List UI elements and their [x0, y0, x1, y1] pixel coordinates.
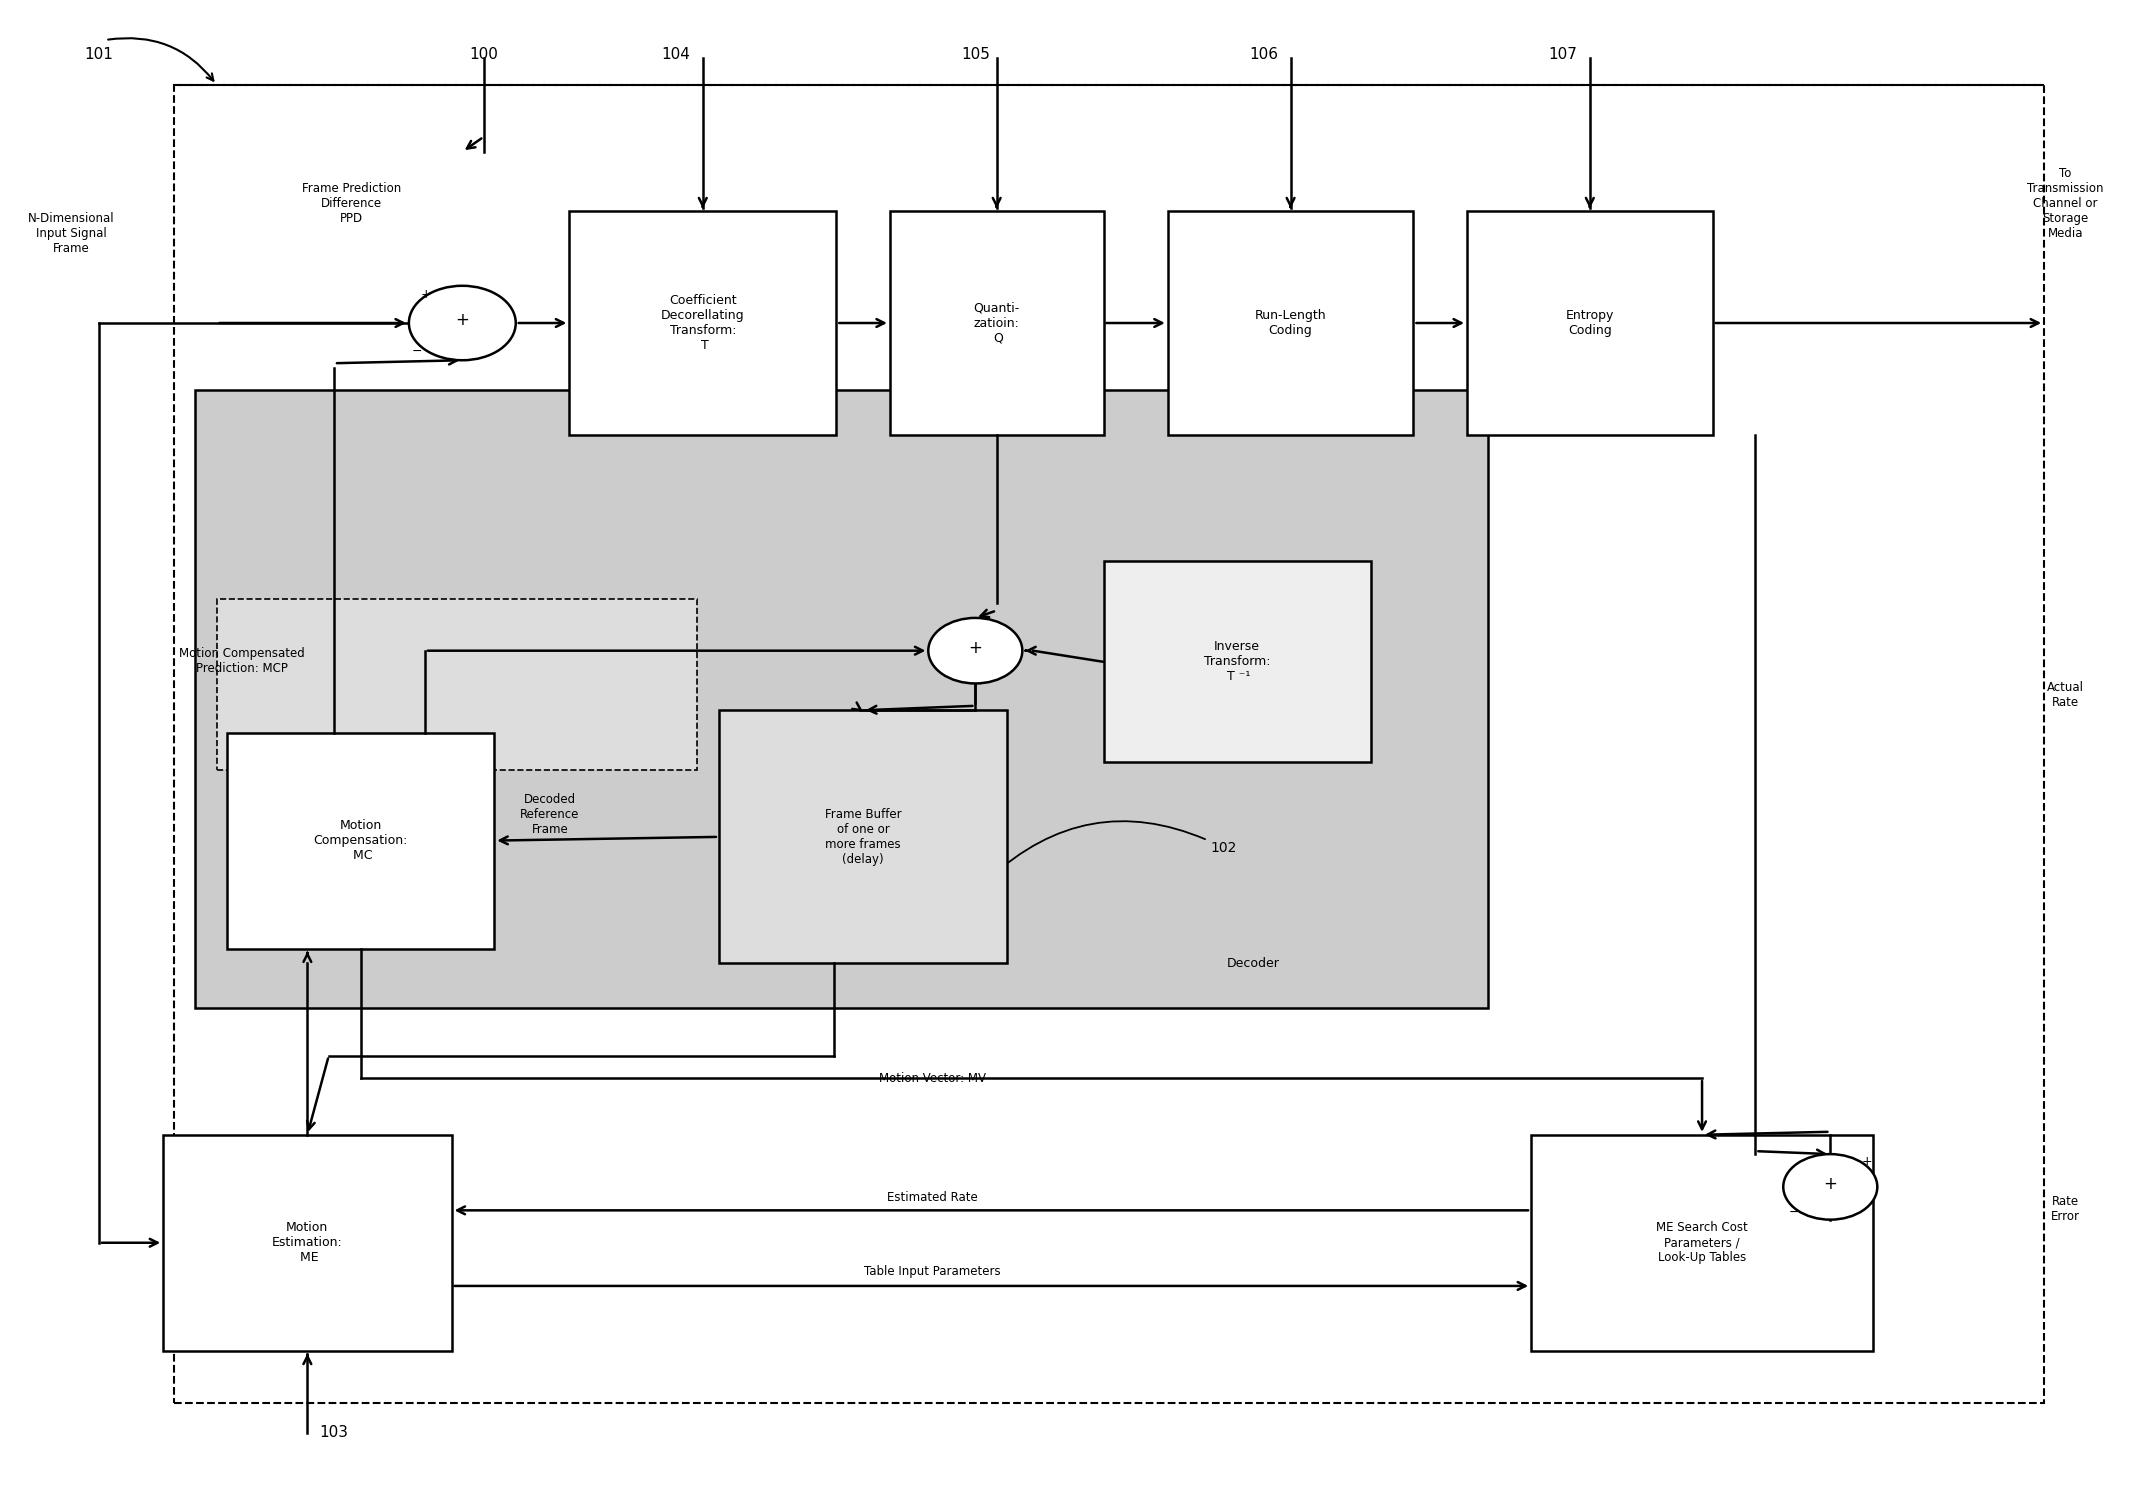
FancyBboxPatch shape [195, 390, 1487, 1008]
Text: Frame Prediction
Difference
PPD: Frame Prediction Difference PPD [302, 182, 401, 226]
Circle shape [928, 617, 1022, 683]
Text: Quanti-
zatioin:
 Q: Quanti- zatioin: Q [973, 302, 1020, 344]
Text: Table Input Parameters: Table Input Parameters [864, 1265, 1001, 1278]
Text: 100: 100 [469, 48, 497, 63]
Text: Estimated Rate: Estimated Rate [887, 1192, 977, 1203]
Circle shape [1783, 1154, 1877, 1220]
Text: +: + [420, 289, 431, 300]
Text: Motion Vector: MV: Motion Vector: MV [879, 1072, 986, 1085]
Text: Rate
Error: Rate Error [2051, 1195, 2081, 1223]
FancyBboxPatch shape [718, 710, 1007, 963]
Text: Motion
Compensation:
 MC: Motion Compensation: MC [313, 819, 407, 863]
Text: 102: 102 [990, 821, 1237, 878]
Text: 105: 105 [960, 48, 990, 63]
Text: +: + [456, 311, 469, 329]
FancyBboxPatch shape [570, 211, 836, 435]
Text: ME Search Cost
Parameters /
Look-Up Tables: ME Search Cost Parameters / Look-Up Tabl… [1657, 1221, 1749, 1265]
Text: Entropy
Coding: Entropy Coding [1567, 309, 1614, 336]
FancyBboxPatch shape [1168, 211, 1414, 435]
Text: 104: 104 [662, 48, 690, 63]
FancyBboxPatch shape [1530, 1135, 1873, 1350]
Text: 107: 107 [1549, 48, 1577, 63]
Text: Actual
Rate: Actual Rate [2047, 682, 2083, 709]
Text: Decoder: Decoder [1226, 957, 1279, 970]
Text: +: + [1862, 1156, 1873, 1168]
Text: −: − [1789, 1205, 1800, 1218]
Circle shape [409, 286, 516, 360]
Text: Decoded
Reference
Frame: Decoded Reference Frame [521, 792, 579, 836]
Text: Inverse
Transform:
 T ⁻¹: Inverse Transform: T ⁻¹ [1204, 640, 1271, 683]
FancyBboxPatch shape [889, 211, 1104, 435]
FancyBboxPatch shape [216, 598, 696, 770]
FancyBboxPatch shape [163, 1135, 452, 1350]
Text: Coefficient
Decorellating
Transform:
 T: Coefficient Decorellating Transform: T [660, 295, 744, 351]
Text: Motion Compensated
Prediction: MCP: Motion Compensated Prediction: MCP [180, 647, 304, 676]
Text: −: − [411, 345, 422, 357]
FancyBboxPatch shape [174, 85, 2044, 1402]
FancyBboxPatch shape [1468, 211, 1712, 435]
Text: +: + [1824, 1175, 1837, 1193]
Text: 101: 101 [84, 48, 114, 63]
Text: +: + [969, 638, 981, 656]
Text: 103: 103 [319, 1425, 349, 1440]
Text: To
Transmission
Channel or
Storage
Media: To Transmission Channel or Storage Media [2027, 167, 2104, 241]
Text: Frame Buffer
of one or
more frames
(delay): Frame Buffer of one or more frames (dela… [825, 807, 902, 866]
Text: N-Dimensional
Input Signal
Frame: N-Dimensional Input Signal Frame [28, 212, 114, 256]
Text: 106: 106 [1249, 48, 1279, 63]
FancyBboxPatch shape [1104, 561, 1372, 762]
FancyBboxPatch shape [227, 733, 495, 948]
Text: Run-Length
Coding: Run-Length Coding [1256, 309, 1327, 336]
Text: Motion
Estimation:
 ME: Motion Estimation: ME [272, 1221, 343, 1265]
